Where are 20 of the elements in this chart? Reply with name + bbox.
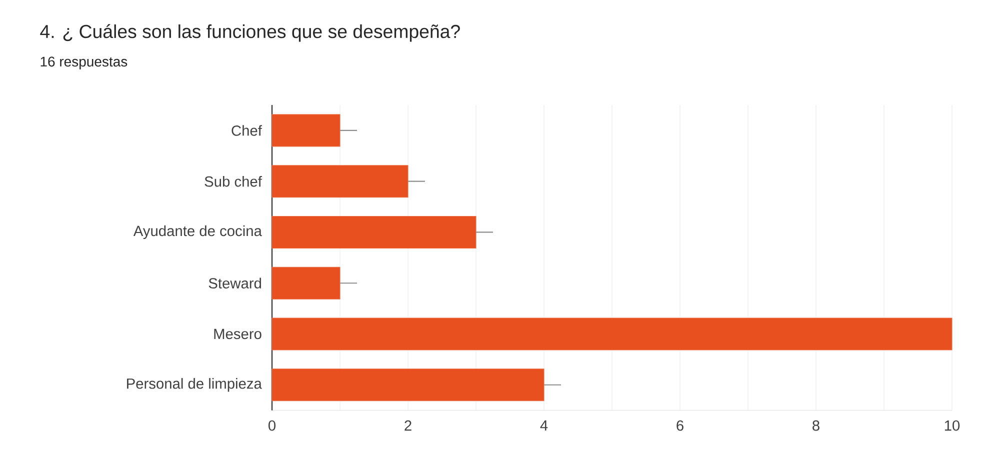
bar bbox=[272, 318, 952, 350]
x-tick-label: 4 bbox=[540, 420, 548, 430]
y-tick-label: Steward bbox=[208, 278, 262, 288]
bar bbox=[272, 266, 340, 300]
text: 16 respuestas bbox=[40, 56, 128, 70]
bar bbox=[272, 216, 476, 248]
bar bbox=[272, 368, 544, 402]
chart-title: 4. ¿ Cuáles son las funciones que se desempeña? bbox=[40, 24, 460, 42]
x-tick-label: 6 bbox=[676, 420, 684, 431]
y-tick-label: Personal de limpieza bbox=[127, 378, 262, 392]
x-tick-label: 8 bbox=[812, 420, 820, 431]
y-tick-label: Ayudante de cocina bbox=[133, 225, 262, 240]
y-tick-label: Chef bbox=[232, 125, 262, 136]
x-tick-label: 10 bbox=[944, 420, 960, 431]
bar bbox=[272, 165, 408, 198]
y-tick-label: Sub chef bbox=[204, 176, 262, 187]
x-tick-label: 0 bbox=[268, 420, 276, 431]
bar bbox=[272, 114, 340, 147]
x-tick-label: 2 bbox=[404, 420, 412, 431]
y-tick-label: Mesero bbox=[214, 328, 262, 340]
